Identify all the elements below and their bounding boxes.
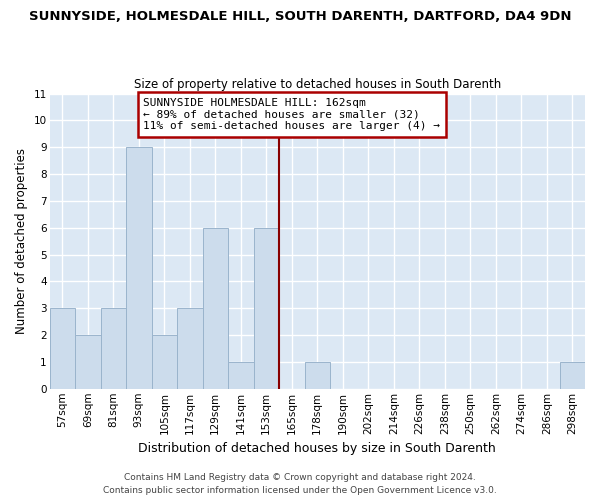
Bar <box>75 335 101 389</box>
Bar <box>101 308 126 389</box>
Bar <box>177 308 203 389</box>
Bar <box>560 362 585 389</box>
Bar <box>228 362 254 389</box>
Bar <box>254 228 279 389</box>
X-axis label: Distribution of detached houses by size in South Darenth: Distribution of detached houses by size … <box>139 442 496 455</box>
Bar <box>152 335 177 389</box>
Bar <box>50 308 75 389</box>
Title: Size of property relative to detached houses in South Darenth: Size of property relative to detached ho… <box>134 78 501 91</box>
Bar <box>203 228 228 389</box>
Text: Contains HM Land Registry data © Crown copyright and database right 2024.
Contai: Contains HM Land Registry data © Crown c… <box>103 473 497 495</box>
Text: SUNNYSIDE, HOLMESDALE HILL, SOUTH DARENTH, DARTFORD, DA4 9DN: SUNNYSIDE, HOLMESDALE HILL, SOUTH DARENT… <box>29 10 571 23</box>
Text: SUNNYSIDE HOLMESDALE HILL: 162sqm
← 89% of detached houses are smaller (32)
11% : SUNNYSIDE HOLMESDALE HILL: 162sqm ← 89% … <box>143 98 440 131</box>
Bar <box>126 147 152 389</box>
Bar <box>305 362 330 389</box>
Y-axis label: Number of detached properties: Number of detached properties <box>15 148 28 334</box>
